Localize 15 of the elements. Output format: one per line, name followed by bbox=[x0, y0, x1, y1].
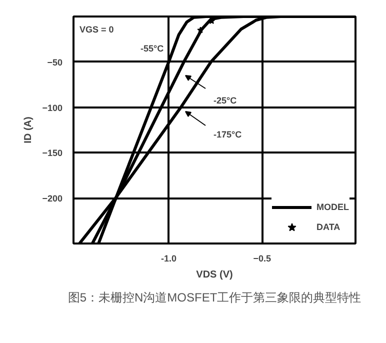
y-tick-label: −100 bbox=[42, 102, 63, 113]
legend-label: DATA bbox=[316, 222, 340, 232]
annotation: -25°C bbox=[214, 96, 238, 106]
caption: 图5：未栅控N沟道MOSFET工作于第三象限的典型特性 bbox=[68, 290, 362, 304]
annotation: VGS = 0 bbox=[80, 24, 114, 34]
x-tick-label: −0.5 bbox=[253, 254, 272, 264]
annotation: -55°C bbox=[140, 44, 164, 54]
y-tick-label: −50 bbox=[47, 57, 63, 68]
x-tick-label: -1.0 bbox=[160, 254, 177, 264]
annotation: -175°C bbox=[214, 130, 242, 140]
legend-label: MODEL bbox=[316, 202, 349, 212]
y-tick-label: −200 bbox=[42, 194, 63, 204]
y-tick-label: −150 bbox=[42, 148, 63, 158]
y-axis-title: ID (A) bbox=[23, 116, 34, 144]
x-axis-title: VDS (V) bbox=[196, 270, 233, 280]
